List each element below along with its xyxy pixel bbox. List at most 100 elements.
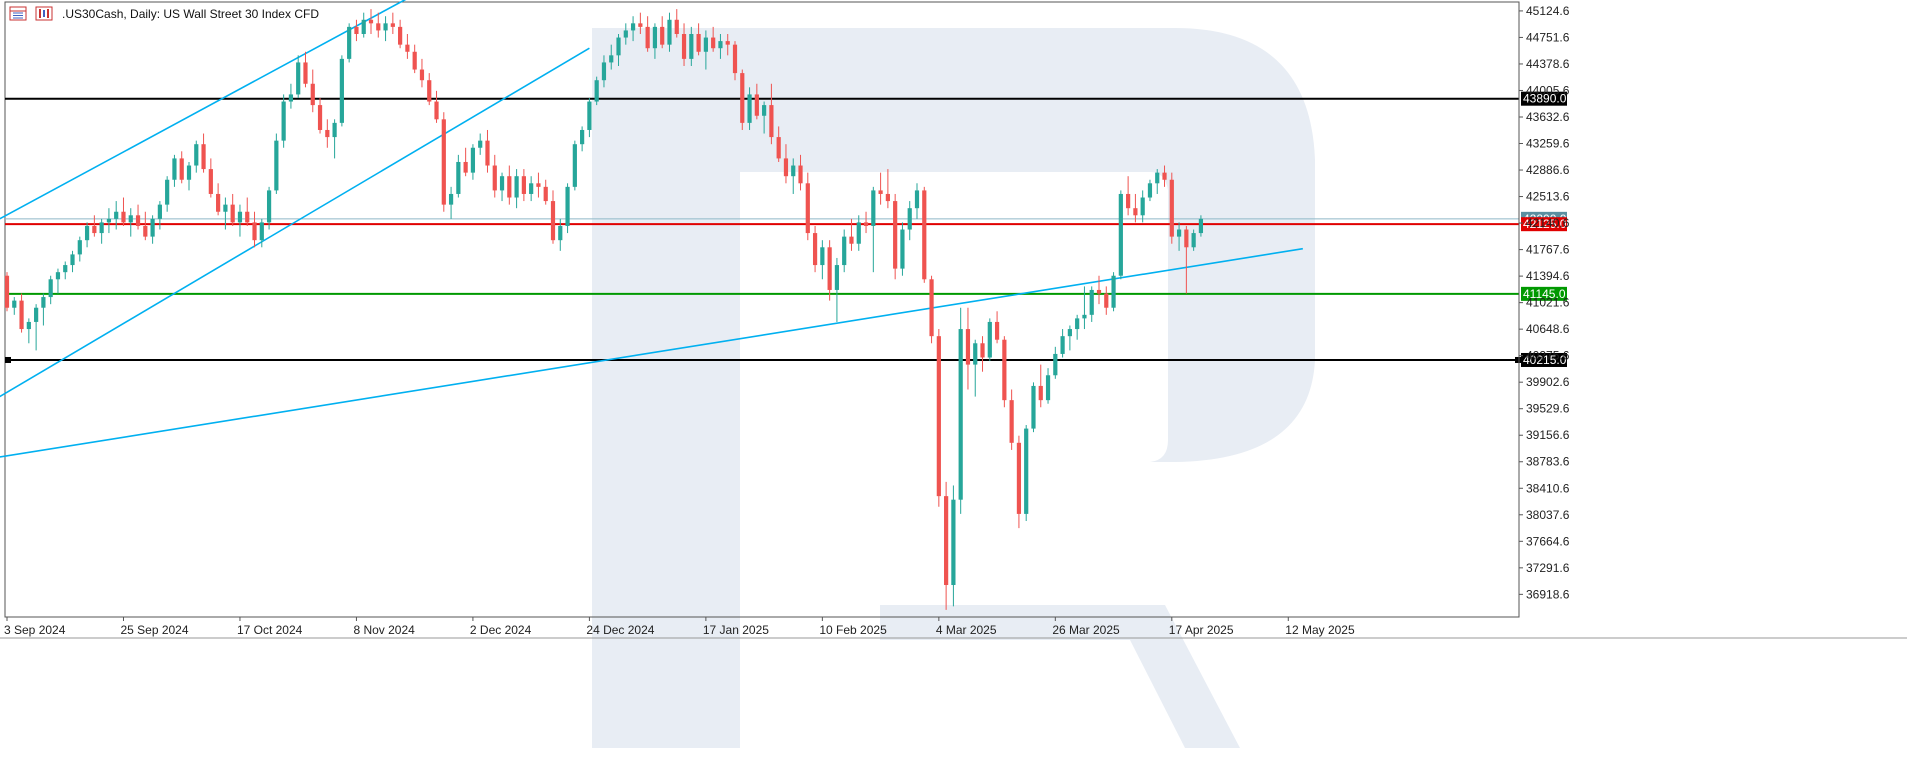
candle [128,208,133,237]
candle-body [536,183,541,187]
candle-body [354,26,359,34]
trendline [0,0,407,220]
candle-body [499,176,505,191]
candle-body [412,51,417,70]
candle-body [529,183,534,194]
candle [958,307,963,514]
candle [84,222,90,248]
candle-body [1147,183,1153,198]
candle-body [106,218,112,223]
candle [645,16,650,52]
candle-body [70,254,75,266]
candle-body [594,80,599,102]
candle-body [84,225,90,241]
candle-body [208,169,213,194]
candle [157,201,162,230]
candle-body [783,158,789,177]
candle [281,94,286,148]
candle [456,154,461,198]
candle-body [1016,442,1022,514]
candle-body [135,215,141,226]
candle [179,151,184,184]
candle-body [405,44,410,52]
candle [1038,364,1043,408]
lower-level-label: 40215.0 [1523,353,1567,367]
candle [252,211,257,248]
candle-body [820,247,825,266]
candle [92,215,97,237]
table-icon[interactable] [9,6,27,21]
candle-body [856,222,861,244]
candle-body [980,343,985,358]
candle [1191,229,1196,251]
candle [1082,286,1087,330]
candle [114,201,119,230]
candle-body [310,83,315,106]
time-tick-label: 3 Sep 2024 [4,623,66,637]
time-axis[interactable]: 3 Sep 2024 25 Sep 2024 17 Oct 2024 8 Nov 20… [4,617,1355,637]
time-tick-label: 17 Oct 2024 [237,623,303,637]
candle-body [456,161,461,194]
candle-body [973,343,978,365]
candle-body [623,30,628,38]
candle-body [965,329,971,365]
candle-body [1089,289,1094,315]
candle-body [951,499,956,586]
candle-body [368,19,374,24]
candle-body [230,204,235,223]
candle [791,158,796,194]
candle [507,165,512,205]
price-tick-label: 44751.6 [1526,30,1570,44]
candle [208,158,213,198]
candle [776,126,781,162]
candle [820,240,825,280]
candle [259,218,264,248]
price-axis[interactable]: 45124.6 44751.6 44378.6 44005.6 43632.6 43259… [1518,2,1570,617]
candle [448,186,454,219]
candle-body [26,321,31,330]
candle [616,33,621,66]
candle [55,268,61,294]
candle-body [776,137,781,159]
candle-body [521,176,526,194]
candle-body [1126,193,1131,209]
candle-body [1111,275,1116,308]
candle [194,140,199,173]
price-tick-label: 41021.6 [1526,296,1570,310]
time-tick-label: 4 Mar 2025 [936,623,997,637]
candle-body [994,321,1000,340]
candle [951,485,956,607]
chart-settings-icon[interactable] [35,6,53,21]
candle-body [900,229,905,269]
candle [630,16,636,42]
candle-body [725,41,730,45]
candle [718,33,723,59]
candle [368,9,374,34]
candle-body [470,147,476,173]
candle [1118,190,1123,280]
candle-body [922,190,927,280]
support-level-tag [1521,286,1567,301]
candle-body [99,222,104,234]
candle [798,154,803,191]
candle [674,9,679,38]
candle [550,190,556,244]
trendline [0,47,590,398]
candle [747,87,752,130]
price-tick-label: 37291.6 [1526,561,1570,575]
resistance-level-label: 43890.0 [1523,92,1567,106]
candle-body [907,208,912,230]
current-level-label: 42125.0 [1523,217,1567,231]
candle [150,215,155,244]
candle [1075,314,1080,340]
candle-body [339,58,344,123]
candle [849,218,854,251]
candle [317,97,323,134]
candle-body [1038,385,1043,401]
candle-body [398,26,403,45]
candle-body [550,201,556,241]
candle-body [681,33,687,59]
candle-body [849,236,854,244]
